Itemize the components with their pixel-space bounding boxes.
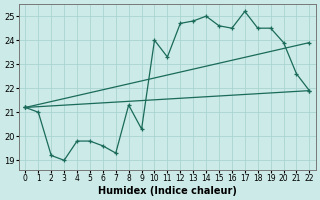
X-axis label: Humidex (Indice chaleur): Humidex (Indice chaleur) <box>98 186 237 196</box>
